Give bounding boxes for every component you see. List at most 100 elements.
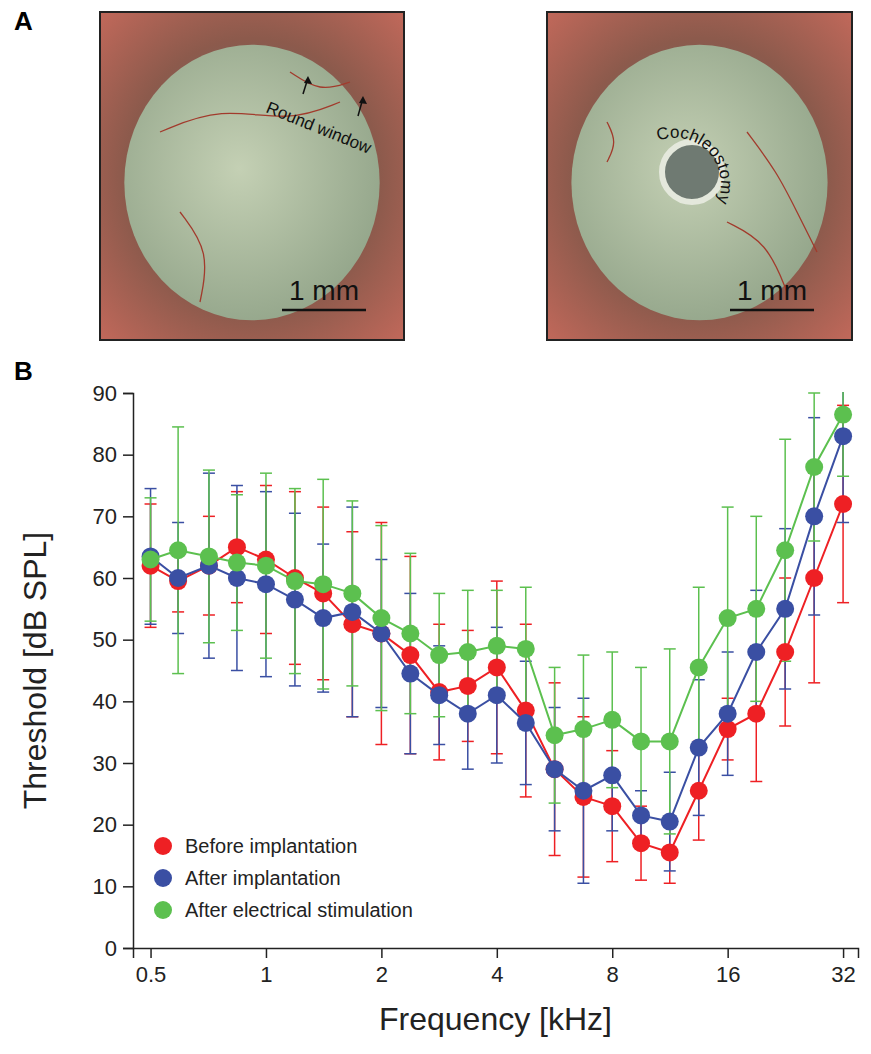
data-point	[228, 554, 246, 572]
photo: Round window1 mm	[100, 12, 404, 340]
x-tick-label: 32	[831, 962, 855, 987]
error-bar-cap	[606, 830, 618, 832]
error-bar-cap	[172, 426, 184, 428]
data-point	[488, 637, 506, 655]
error-bar-cap	[145, 488, 157, 490]
arrow-head	[359, 96, 367, 104]
error-bar-cap	[462, 590, 474, 592]
panel-label: A	[14, 6, 33, 36]
error-bar-cap	[664, 870, 676, 872]
y-tick-mark	[123, 948, 133, 950]
y-tick-label: 40	[93, 689, 117, 714]
y-tick-label: 90	[93, 381, 117, 406]
x-tick: 1	[260, 948, 272, 987]
error-bar-cap	[231, 485, 243, 487]
error-bar-cap	[172, 673, 184, 675]
error-bar-cap	[606, 787, 618, 789]
error-bar-cap	[808, 614, 820, 616]
cochlea-bone	[124, 45, 379, 321]
data-point	[343, 603, 361, 621]
data-point	[169, 541, 187, 559]
y-tick: 90	[93, 381, 133, 406]
x-tick-mark	[727, 948, 729, 958]
data-point	[603, 766, 621, 784]
error-bar-cap	[520, 587, 532, 589]
scale-bar	[730, 309, 814, 312]
annotation: Round window	[264, 98, 375, 158]
y-tick-mark	[123, 393, 133, 395]
data-point	[372, 609, 390, 627]
annotation: Cochleostomy	[654, 123, 736, 207]
error-bar-cap	[346, 716, 358, 718]
x-axis: 0.512481632	[134, 948, 859, 987]
y-tick-label: 20	[93, 812, 117, 837]
error-bar-cap	[145, 624, 157, 626]
error-bar-cap	[260, 676, 272, 678]
data-point	[603, 797, 621, 815]
error-bar-cap	[693, 839, 705, 841]
data-point	[661, 843, 679, 861]
error-bar-cap	[203, 469, 215, 471]
error-bar-cap	[375, 522, 387, 524]
data-point	[401, 665, 419, 683]
x-tick-mark	[150, 948, 152, 958]
data-point	[776, 643, 794, 661]
series	[145, 392, 850, 834]
panel-label: B	[14, 356, 33, 386]
y-tick-label: 50	[93, 627, 117, 652]
error-bar-cap	[693, 587, 705, 589]
error-bar-cap	[375, 525, 387, 527]
y-tick: 60	[93, 566, 133, 591]
error-bar-cap	[750, 701, 762, 703]
data-point	[574, 782, 592, 800]
error-bar-cap	[231, 630, 243, 632]
data-point	[314, 575, 332, 593]
y-tick: 70	[93, 504, 133, 529]
error-bar-cap	[606, 651, 618, 653]
error-bar-cap	[808, 392, 820, 394]
data-point	[430, 686, 448, 704]
data-point	[169, 569, 187, 587]
data-point	[747, 600, 765, 618]
error-bar-cap	[722, 775, 734, 777]
data-point	[690, 658, 708, 676]
error-bar-cap	[693, 815, 705, 817]
series	[145, 392, 850, 883]
error-bar-cap	[289, 488, 301, 490]
error-bar-cap	[750, 516, 762, 518]
cochlea-bone	[571, 45, 827, 321]
error-bar-cap	[317, 691, 329, 693]
scale-bar	[282, 309, 366, 312]
x-tick-mark	[497, 948, 499, 958]
data-point	[286, 572, 304, 590]
error-bar-cap	[231, 494, 243, 496]
error-bar-cap	[779, 725, 791, 727]
data-point	[632, 732, 650, 750]
data-point	[314, 609, 332, 627]
data-point	[546, 726, 564, 744]
data-point	[372, 625, 390, 643]
x-tick-label: 8	[607, 962, 619, 987]
data-point	[776, 541, 794, 559]
data-point	[488, 658, 506, 676]
photo-frame	[547, 12, 852, 340]
figure: ABRound window1 mmCochleostomy1 mm0.5124…	[0, 0, 871, 1054]
error-bar-cap	[433, 744, 445, 746]
y-tick: 20	[93, 812, 133, 837]
error-bar-cap	[577, 654, 589, 656]
series	[145, 405, 850, 883]
photo: Cochleostomy1 mm	[547, 12, 852, 340]
error-bar-cap	[317, 688, 329, 690]
legend-marker	[154, 901, 172, 919]
error-bar-cap	[260, 657, 272, 659]
error-bar-cap	[375, 744, 387, 746]
y-tick-label: 10	[93, 874, 117, 899]
legend: Before implantationAfter implantationAft…	[154, 835, 413, 921]
series-line	[151, 415, 844, 742]
series-line	[151, 504, 844, 852]
x-tick: 0.5	[136, 948, 167, 987]
error-bar-cap	[145, 620, 157, 622]
error-bar-cap	[346, 500, 358, 502]
x-tick: 4	[491, 948, 503, 987]
y-tick-mark	[123, 886, 133, 888]
